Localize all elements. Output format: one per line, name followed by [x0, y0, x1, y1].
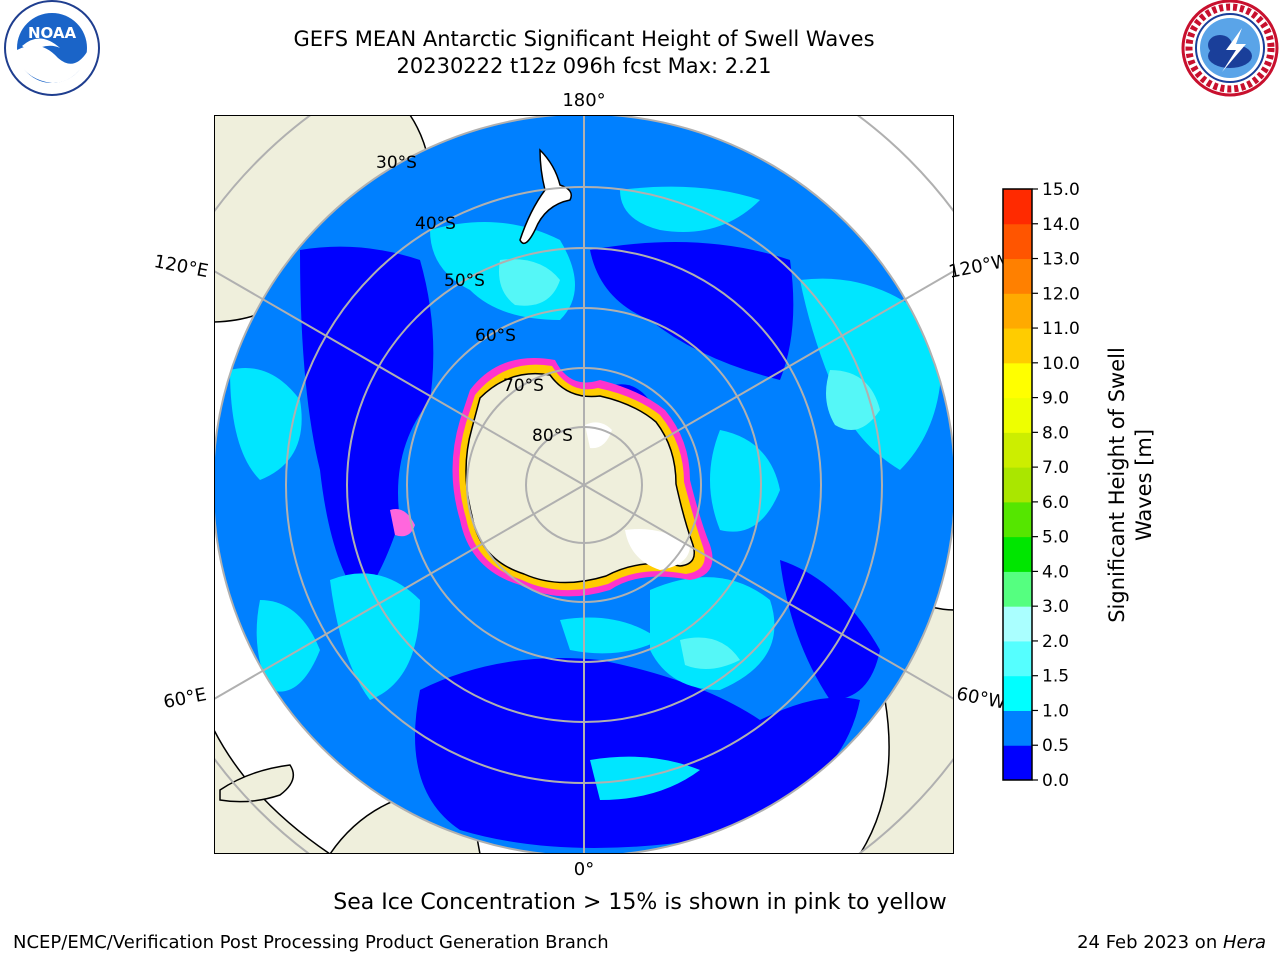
colorbar-segment: [1003, 293, 1032, 329]
swell-region-high: [330, 573, 420, 700]
colorbar-segment: [1003, 328, 1032, 364]
colorbar-tick-label: 15.0: [1042, 180, 1080, 200]
footer-date-text: 24 Feb 2023 on: [1077, 932, 1223, 953]
swell-region-high: [620, 186, 760, 232]
colorbar-segment: [1003, 467, 1032, 503]
colorbar-segment: [1003, 258, 1032, 294]
lon-label-60e: 60°E: [162, 684, 208, 713]
colorbar-label-line2: Waves [m]: [1132, 429, 1156, 541]
swell-region-high: [256, 600, 320, 692]
colorbar-tick-label: 2.0: [1042, 632, 1069, 652]
colorbar-segment: [1003, 745, 1032, 781]
colorbar-segment: [1003, 675, 1032, 711]
swell-region-high: [710, 430, 780, 532]
colorbar-segment: [1003, 571, 1032, 607]
colorbar-tick-label: 4.0: [1042, 562, 1069, 582]
lat-label-30s: 30°S: [376, 153, 417, 173]
colorbar-segment: [1003, 710, 1032, 746]
colorbar-segment: [1003, 223, 1032, 260]
colorbar-tick-label: 12.0: [1042, 284, 1080, 304]
colorbar-tick-label: 9.0: [1042, 389, 1069, 409]
colorbar-segment: [1003, 432, 1032, 468]
swell-region-higher: [826, 370, 880, 430]
colorbar-tick-label: 1.5: [1042, 667, 1069, 687]
lon-label-60w: 60°W: [955, 684, 1008, 714]
lon-label-0: 0°: [574, 859, 594, 880]
swell-region-low: [780, 560, 880, 700]
swell-region-high: [230, 368, 302, 480]
colorbar-tick-label: 0.5: [1042, 736, 1069, 756]
noaa-logo-text: NOAA: [28, 24, 77, 42]
lat-label-80s: 80°S: [532, 426, 573, 446]
colorbar-tick-label: 10.0: [1042, 354, 1080, 374]
swell-region-higher: [499, 259, 560, 306]
colorbar-segment: [1003, 606, 1032, 642]
colorbar-segment: [1003, 501, 1032, 538]
map-plot-area: [214, 115, 954, 854]
colorbar-tick-label: 7.0: [1042, 458, 1069, 478]
colorbar-tick-label: 0.0: [1042, 771, 1069, 791]
colorbar-segment: [1003, 536, 1032, 572]
colorbar: 0.0 0.5 1.0 1.5 2.0 3.0 4.0 5.0 6.0 7.0 8.0 9.0 10.0…: [1002, 180, 1080, 791]
colorbar-segment: [1003, 189, 1032, 225]
swell-region-low: [590, 242, 794, 380]
colorbar-segment: [1003, 397, 1032, 433]
footer-host: Hera: [1222, 932, 1266, 953]
lat-label-40s: 40°S: [415, 214, 456, 234]
colorbar-segment: [1003, 362, 1032, 399]
colorbar-tick-label: 1.0: [1042, 701, 1069, 721]
sea-ice-caption: Sea Ice Concentration > 15% is shown in …: [333, 890, 947, 915]
lat-label-50s: 50°S: [444, 271, 485, 291]
colorbar-tick-label: 14.0: [1042, 215, 1080, 235]
lat-label-60s: 60°S: [475, 326, 516, 346]
swell-region-high: [590, 756, 700, 800]
noaa-logo-icon: NOAA: [4, 0, 100, 96]
colorbar-tick-label: 6.0: [1042, 493, 1069, 513]
graticule: [214, 115, 954, 854]
lon-label-180: 180°: [562, 90, 605, 111]
colorbar-label-line1: Significant Height of Swell: [1105, 347, 1129, 623]
lon-label-120e: 120°E: [152, 251, 210, 282]
chart-title-line1: GEFS MEAN Antarctic Significant Height o…: [293, 27, 875, 51]
colorbar-tick-label: 11.0: [1042, 319, 1080, 339]
lon-label-120w: 120°W: [947, 250, 1011, 282]
nws-logo-icon: [1181, 0, 1279, 97]
ice-shelf: [585, 422, 612, 449]
swell-region-higher: [680, 637, 740, 669]
swell-region-low: [415, 658, 860, 848]
colorbar-segment: [1003, 640, 1032, 677]
lat-label-70s: 70°S: [503, 376, 544, 396]
footer-date: 24 Feb 2023 on Hera: [1077, 932, 1266, 953]
colorbar-tick-label: 3.0: [1042, 597, 1069, 617]
colorbar-tick-label: 13.0: [1042, 250, 1080, 270]
colorbar-tick-label: 8.0: [1042, 423, 1069, 443]
land-madagascar: [219, 764, 295, 803]
colorbar-tick-label: 5.0: [1042, 528, 1069, 548]
colorbar-frame: [1002, 188, 1033, 781]
footer-credit: NCEP/EMC/Verification Post Processing Pr…: [13, 932, 609, 953]
chart-title-line2: 20230222 t12z 096h fcst Max: 2.21: [396, 54, 772, 78]
